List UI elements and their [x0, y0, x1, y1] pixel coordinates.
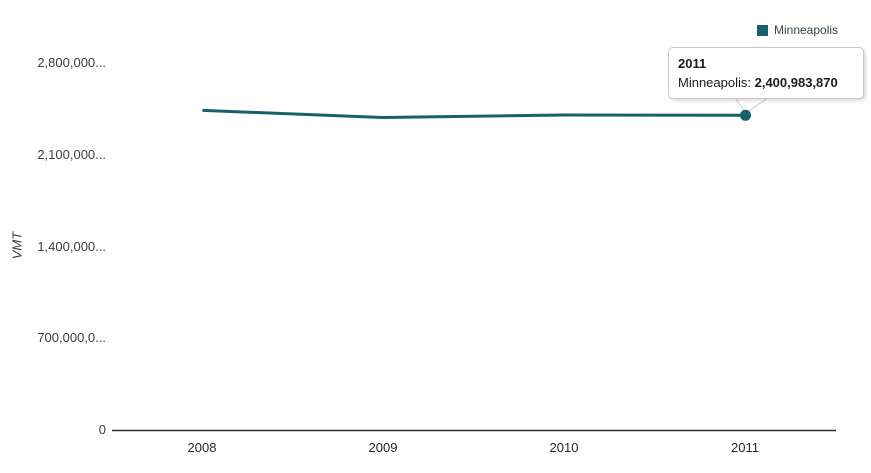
- tooltip-value: 2,400,983,870: [754, 75, 838, 90]
- legend-swatch-icon: [757, 24, 768, 36]
- x-tick-label: 2010: [549, 440, 579, 455]
- series-line[interactable]: [202, 108, 746, 119]
- x-tick-label: 2011: [731, 440, 759, 455]
- y-tick-label: 1,400,000...: [37, 239, 106, 254]
- data-point-marker[interactable]: [740, 109, 751, 121]
- x-tick-label: 2009: [368, 440, 398, 455]
- x-tick-label: 2008: [187, 440, 217, 455]
- y-tick-label: 0: [98, 422, 106, 437]
- y-tick-label: 700,000,0...: [37, 330, 106, 345]
- tooltip-series-label: Minneapolis:: [678, 75, 755, 90]
- y-tick-label: 2,100,000...: [37, 147, 106, 162]
- tooltip: 2011 Minneapolis: 2,400,983,870: [668, 47, 864, 99]
- y-tick-label: 2,800,000...: [37, 55, 106, 70]
- tooltip-body: Minneapolis: 2,400,983,870: [678, 74, 854, 91]
- tooltip-title: 2011: [678, 56, 707, 71]
- legend-label: Minneapolis: [774, 23, 839, 37]
- legend-item-minneapolis[interactable]: Minneapolis: [757, 23, 838, 37]
